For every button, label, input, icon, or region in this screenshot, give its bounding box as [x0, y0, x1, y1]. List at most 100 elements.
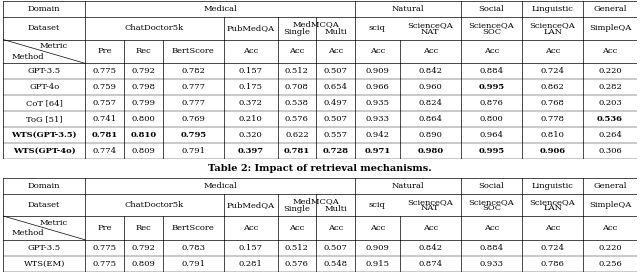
- Text: 0.220: 0.220: [598, 244, 622, 252]
- Text: 0.995: 0.995: [478, 147, 504, 155]
- Text: 0.915: 0.915: [365, 260, 389, 268]
- Text: WTS(EM): WTS(EM): [24, 260, 65, 268]
- Text: ChatDoctor5k: ChatDoctor5k: [125, 24, 184, 32]
- Text: Acc: Acc: [545, 224, 560, 232]
- Text: 0.281: 0.281: [239, 260, 262, 268]
- Text: Rec: Rec: [136, 224, 151, 232]
- Text: 0.175: 0.175: [239, 83, 262, 91]
- Text: MedMCQA: MedMCQA: [293, 20, 340, 28]
- Text: 0.791: 0.791: [181, 260, 205, 268]
- Text: Acc: Acc: [484, 224, 499, 232]
- Text: 0.741: 0.741: [93, 115, 116, 123]
- Text: 0.798: 0.798: [131, 83, 156, 91]
- Text: NAT: NAT: [421, 28, 440, 35]
- Text: GPT-3.5: GPT-3.5: [28, 67, 61, 75]
- Text: Pre: Pre: [97, 224, 112, 232]
- Text: LAN: LAN: [543, 204, 562, 212]
- Text: 0.622: 0.622: [285, 131, 308, 139]
- Text: Acc: Acc: [422, 224, 438, 232]
- Text: General: General: [593, 182, 627, 190]
- Text: 0.795: 0.795: [180, 131, 206, 139]
- Text: Medical: Medical: [204, 5, 237, 13]
- Text: 0.799: 0.799: [131, 99, 156, 107]
- Text: 0.783: 0.783: [181, 244, 205, 252]
- Text: PubMedQA: PubMedQA: [227, 201, 275, 209]
- Text: 0.203: 0.203: [598, 99, 622, 107]
- Text: Medical: Medical: [204, 182, 237, 190]
- Text: 0.782: 0.782: [181, 67, 205, 75]
- Text: 0.256: 0.256: [598, 260, 622, 268]
- Text: 0.777: 0.777: [181, 99, 205, 107]
- Text: SOC: SOC: [482, 204, 501, 212]
- Text: 0.512: 0.512: [285, 244, 309, 252]
- Text: 0.995: 0.995: [478, 83, 504, 91]
- Text: ScienceQA: ScienceQA: [530, 21, 575, 29]
- Text: 0.536: 0.536: [597, 115, 623, 123]
- Text: Metric: Metric: [40, 42, 68, 50]
- Text: 0.507: 0.507: [324, 67, 348, 75]
- Text: 0.874: 0.874: [419, 260, 442, 268]
- Text: Metric: Metric: [40, 219, 68, 227]
- Text: 0.157: 0.157: [239, 67, 262, 75]
- Text: 0.800: 0.800: [131, 115, 156, 123]
- Text: 0.933: 0.933: [479, 260, 504, 268]
- Text: 0.306: 0.306: [598, 147, 622, 155]
- Text: PubMedQA: PubMedQA: [227, 24, 275, 32]
- Text: ScienceQA: ScienceQA: [468, 198, 515, 206]
- Text: ToG [51]: ToG [51]: [26, 115, 63, 123]
- Text: ChatDoctor5k: ChatDoctor5k: [125, 201, 184, 209]
- Text: 0.708: 0.708: [285, 83, 309, 91]
- Text: Acc: Acc: [289, 224, 305, 232]
- Text: WTS(GPT-3.5): WTS(GPT-3.5): [12, 131, 77, 139]
- Text: SimpleQA: SimpleQA: [589, 24, 631, 32]
- Text: Linguistic: Linguistic: [532, 5, 573, 13]
- Text: ScienceQA: ScienceQA: [468, 21, 515, 29]
- Text: 0.792: 0.792: [131, 244, 156, 252]
- Text: 0.942: 0.942: [365, 131, 389, 139]
- Text: 0.576: 0.576: [285, 260, 309, 268]
- Text: 0.884: 0.884: [479, 67, 504, 75]
- Text: CoT [64]: CoT [64]: [26, 99, 63, 107]
- Text: 0.264: 0.264: [598, 131, 622, 139]
- Text: 0.862: 0.862: [541, 83, 564, 91]
- Text: Acc: Acc: [243, 48, 259, 55]
- Text: 0.282: 0.282: [598, 83, 622, 91]
- Text: Acc: Acc: [243, 224, 259, 232]
- Text: 0.842: 0.842: [419, 67, 442, 75]
- Text: 0.507: 0.507: [324, 115, 348, 123]
- Text: 0.220: 0.220: [598, 67, 622, 75]
- Text: 0.966: 0.966: [365, 83, 389, 91]
- Text: 0.775: 0.775: [93, 260, 116, 268]
- Text: sciq: sciq: [369, 201, 386, 209]
- Text: 0.768: 0.768: [541, 99, 564, 107]
- Text: MedMCQA: MedMCQA: [293, 197, 340, 205]
- Text: BertScore: BertScore: [172, 224, 214, 232]
- Text: 0.397: 0.397: [237, 147, 264, 155]
- Text: 0.909: 0.909: [365, 244, 389, 252]
- Text: Single: Single: [284, 205, 310, 213]
- Text: Pre: Pre: [97, 48, 112, 55]
- Text: Multi: Multi: [324, 28, 347, 36]
- Text: 0.906: 0.906: [540, 147, 566, 155]
- Text: 0.512: 0.512: [285, 67, 309, 75]
- Text: 0.884: 0.884: [479, 244, 504, 252]
- Text: Acc: Acc: [484, 48, 499, 55]
- Text: Table 2: Impact of retrieval mechanisms.: Table 2: Impact of retrieval mechanisms.: [208, 164, 432, 173]
- Text: Natural: Natural: [392, 5, 424, 13]
- Text: 0.809: 0.809: [131, 147, 156, 155]
- Text: 0.933: 0.933: [365, 115, 389, 123]
- Text: 0.538: 0.538: [285, 99, 309, 107]
- Text: BertScore: BertScore: [172, 48, 214, 55]
- Text: 0.557: 0.557: [324, 131, 348, 139]
- Text: 0.728: 0.728: [323, 147, 349, 155]
- Text: SimpleQA: SimpleQA: [589, 201, 631, 209]
- Text: Method: Method: [12, 229, 44, 237]
- Text: 0.775: 0.775: [93, 67, 116, 75]
- Text: 0.774: 0.774: [93, 147, 116, 155]
- Text: 0.320: 0.320: [239, 131, 262, 139]
- Text: 0.876: 0.876: [479, 99, 504, 107]
- Text: Acc: Acc: [545, 48, 560, 55]
- Text: 0.842: 0.842: [419, 244, 442, 252]
- Text: GPT-3.5: GPT-3.5: [28, 244, 61, 252]
- Text: Natural: Natural: [392, 182, 424, 190]
